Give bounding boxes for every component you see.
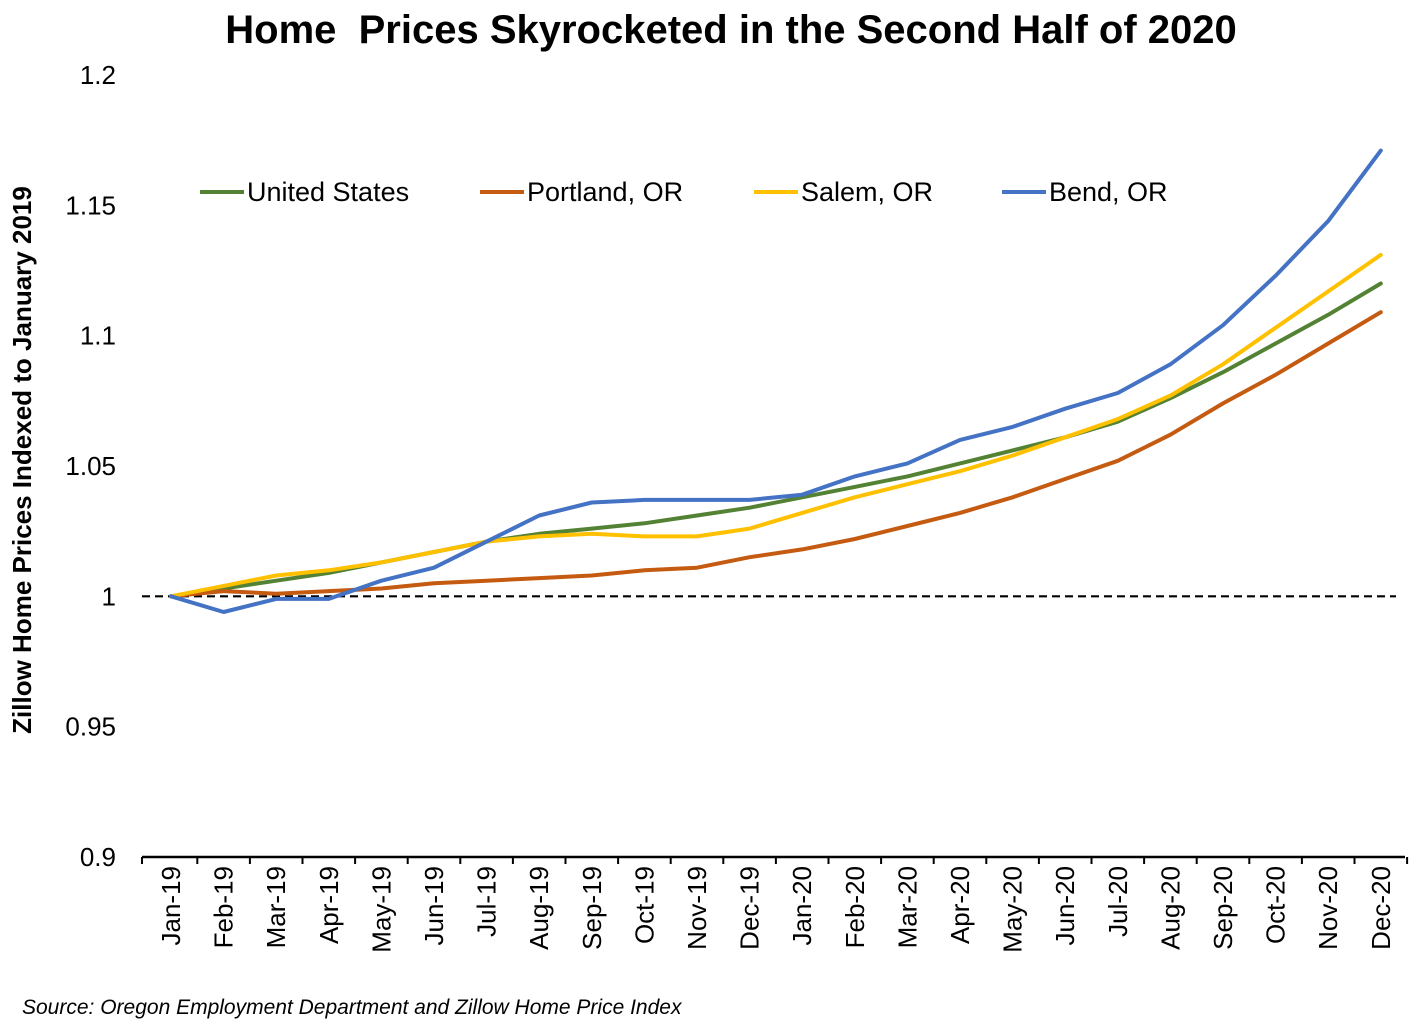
series-line-bend-or [169, 148, 1383, 614]
y-axis-label: Zillow Home Prices Indexed to January 20… [7, 186, 37, 734]
y-tick-label: 1.05 [65, 451, 116, 481]
x-tick-label: Apr-19 [314, 866, 344, 944]
x-tick-label: Nov-19 [682, 866, 712, 950]
x-tick-label: Aug-20 [1155, 866, 1185, 950]
x-tick-label: Feb-20 [840, 866, 870, 948]
x-tick-label: Mar-20 [892, 866, 922, 948]
y-tick-label: 1.15 [65, 190, 116, 220]
source-note: Source: Oregon Employment Department and… [22, 996, 683, 1019]
series-line-salem-or [169, 252, 1383, 599]
legend-label: Portland, OR [527, 177, 683, 207]
series-lines [169, 148, 1383, 614]
x-tick-label: Jun-20 [1050, 866, 1080, 946]
x-tick-label: Jul-19 [472, 866, 502, 937]
legend: United States Portland, OR Salem, OR Bend, … [200, 177, 1168, 207]
y-tick-label: 0.9 [80, 842, 116, 872]
x-tick-label: Nov-20 [1313, 866, 1343, 950]
x-tick-label: Sep-20 [1208, 866, 1238, 950]
x-tick-label: Aug-19 [524, 866, 554, 950]
series-line-portland-or [169, 310, 1383, 599]
x-tick-label: Sep-19 [577, 866, 607, 950]
x-tick-label: Jan-20 [787, 866, 817, 946]
chart-title: Home Prices Skyrocketed in the Second Ha… [225, 8, 1236, 52]
x-tick-labels: Jan-19 Feb-19 Mar-19 Apr-19 May-19 Jun-19 Jul-… [156, 866, 1396, 953]
x-tick-label: May-20 [998, 866, 1028, 953]
legend-label: United States [247, 177, 409, 207]
legend-label: Bend, OR [1049, 177, 1168, 207]
x-tick-label: Jan-19 [156, 866, 186, 946]
series-line-united-states [169, 281, 1383, 599]
x-tick-label: Jun-19 [419, 866, 449, 946]
x-tick-label: Mar-19 [261, 866, 291, 948]
axes [141, 855, 1409, 864]
x-tick-label: May-19 [366, 866, 396, 953]
legend-label: Salem, OR [801, 177, 933, 207]
y-tick-labels: 0.9 0.95 1 1.05 1.1 1.15 1.2 [65, 60, 116, 872]
y-tick-label: 0.95 [65, 712, 116, 742]
x-tick-label: Oct-20 [1261, 866, 1291, 944]
y-tick-label: 1 [102, 581, 116, 611]
y-tick-label: 1.2 [80, 60, 116, 90]
x-tick-label: Jul-20 [1103, 866, 1133, 937]
x-tick-label: Apr-20 [945, 866, 975, 944]
x-tick-label: Dec-19 [735, 866, 765, 950]
x-tick-label: Dec-20 [1366, 866, 1396, 950]
y-tick-label: 1.1 [80, 321, 116, 351]
x-tick-label: Oct-19 [629, 866, 659, 944]
x-tick-label: Feb-19 [209, 866, 239, 948]
